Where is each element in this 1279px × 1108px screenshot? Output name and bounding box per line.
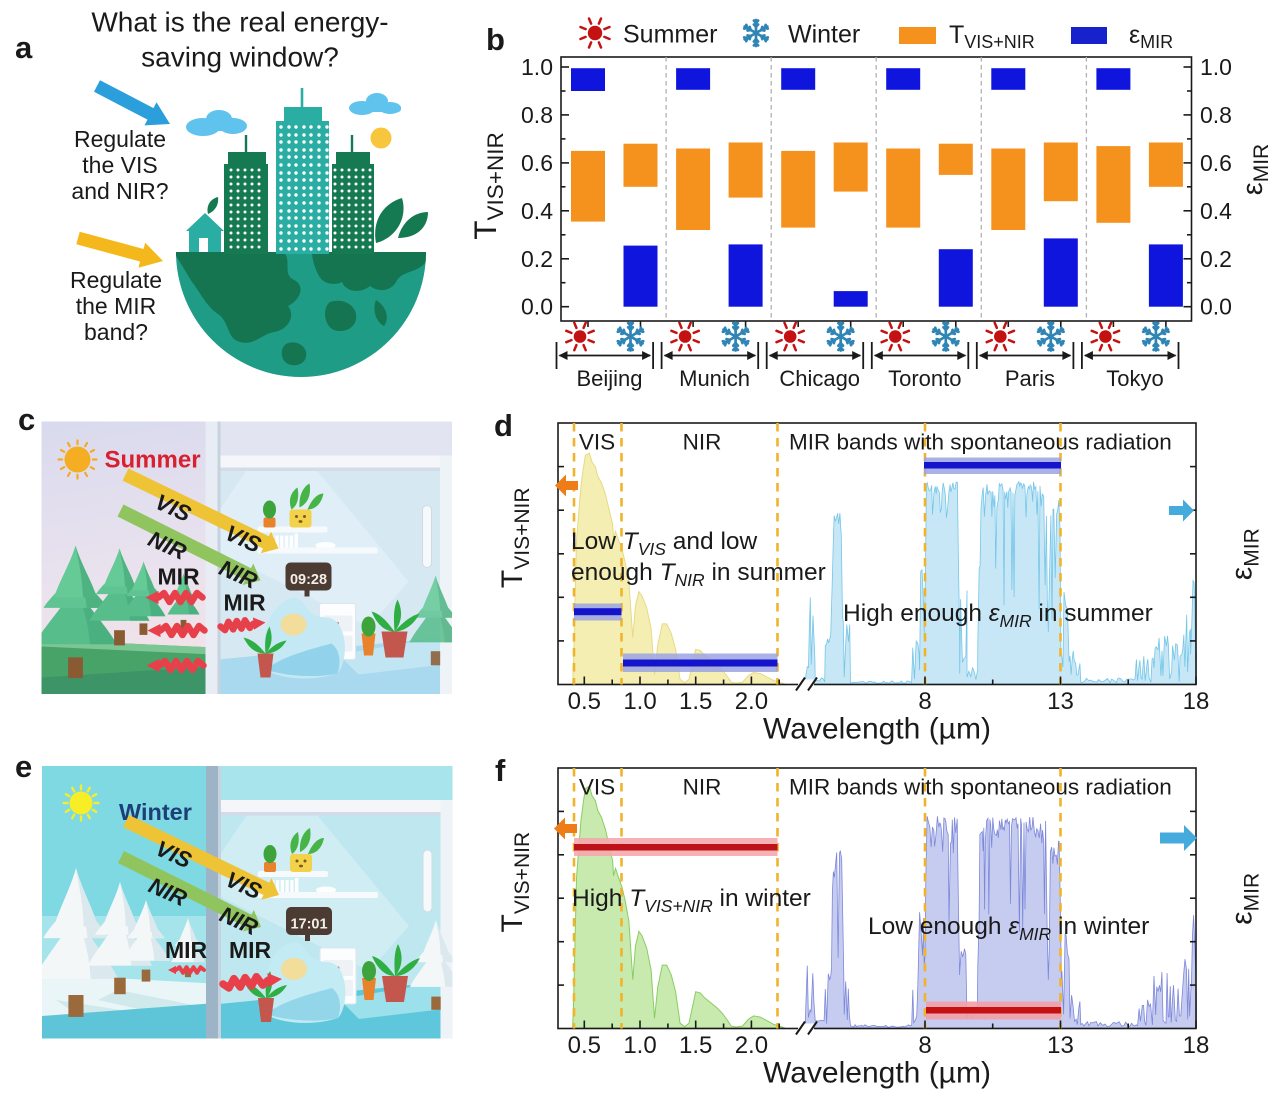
svg-text:MIR: MIR <box>158 564 201 590</box>
svg-text:8: 8 <box>918 688 931 715</box>
svg-text:the MIR: the MIR <box>76 293 157 319</box>
svg-text:MIR bands with spontaneous rad: MIR bands with spontaneous radiation <box>789 775 1172 800</box>
svg-text:0.0: 0.0 <box>1200 294 1232 320</box>
svg-text:8: 8 <box>918 1032 931 1059</box>
svg-text:εMIR: εMIR <box>1226 873 1264 925</box>
svg-text:c: c <box>18 402 35 437</box>
svg-text:Low TVIS and low: Low TVIS and low <box>571 528 758 559</box>
svg-text:TVIS+NIR: TVIS+NIR <box>496 832 534 933</box>
svg-text:09:28: 09:28 <box>290 572 327 588</box>
svg-text:Regulate: Regulate <box>74 126 166 152</box>
svg-text:0.5: 0.5 <box>568 688 601 715</box>
svg-text:Beijing: Beijing <box>576 366 642 391</box>
svg-text:Summer: Summer <box>623 21 717 49</box>
svg-text:MIR: MIR <box>165 937 208 963</box>
svg-text:e: e <box>15 749 32 784</box>
svg-text:band?: band? <box>84 319 148 345</box>
svg-text:0.8: 0.8 <box>521 102 553 128</box>
svg-text:Tokyo: Tokyo <box>1106 366 1163 391</box>
svg-text:εMIR: εMIR <box>1129 21 1173 52</box>
svg-text:NIR: NIR <box>683 430 722 455</box>
svg-text:0.6: 0.6 <box>1200 150 1232 176</box>
svg-text:0.8: 0.8 <box>1200 102 1232 128</box>
svg-text:saving window?: saving window? <box>141 42 339 73</box>
svg-text:εMIR: εMIR <box>1237 144 1273 195</box>
svg-text:13: 13 <box>1047 1032 1074 1059</box>
svg-text:1.5: 1.5 <box>679 1032 712 1059</box>
svg-text:Toronto: Toronto <box>888 366 961 391</box>
svg-text:0.6: 0.6 <box>521 150 553 176</box>
svg-text:2.0: 2.0 <box>735 1032 768 1059</box>
svg-text:1.0: 1.0 <box>521 54 553 80</box>
svg-text:17:01: 17:01 <box>290 917 327 933</box>
svg-text:0.4: 0.4 <box>521 198 553 224</box>
svg-text:a: a <box>15 30 33 65</box>
svg-text:f: f <box>495 753 506 788</box>
svg-text:the VIS: the VIS <box>82 152 157 178</box>
svg-text:MIR: MIR <box>224 590 267 616</box>
svg-text:and NIR?: and NIR? <box>71 178 168 204</box>
svg-text:Winter: Winter <box>788 21 860 49</box>
svg-text:Wavelength (µm): Wavelength (µm) <box>763 1057 991 1090</box>
svg-text:NIR: NIR <box>683 775 722 800</box>
svg-text:enough TNIR in summer: enough TNIR in summer <box>571 559 826 590</box>
svg-text:0.0: 0.0 <box>521 294 553 320</box>
svg-text:2.0: 2.0 <box>735 688 768 715</box>
svg-text:TVIS+NIR: TVIS+NIR <box>496 487 534 588</box>
svg-text:High TVIS+NIR in winter: High TVIS+NIR in winter <box>572 885 811 916</box>
svg-text:MIR: MIR <box>229 937 272 963</box>
svg-text:18: 18 <box>1183 1032 1210 1059</box>
svg-text:What is the real energy-: What is the real energy- <box>91 7 388 38</box>
svg-text:εMIR: εMIR <box>1226 528 1264 580</box>
svg-text:Paris: Paris <box>1005 366 1055 391</box>
svg-text:High enough εMIR in summer: High enough εMIR in summer <box>843 600 1153 631</box>
svg-text:Munich: Munich <box>679 366 750 391</box>
svg-text:18: 18 <box>1183 688 1210 715</box>
svg-text:1.0: 1.0 <box>623 688 656 715</box>
svg-text:Summer: Summer <box>105 447 201 474</box>
svg-text:1.5: 1.5 <box>679 688 712 715</box>
svg-text:VIS: VIS <box>579 430 615 455</box>
svg-text:TVIS+NIR: TVIS+NIR <box>467 132 508 239</box>
svg-text:VIS: VIS <box>579 775 615 800</box>
svg-text:Chicago: Chicago <box>779 366 860 391</box>
svg-text:Regulate: Regulate <box>70 267 162 293</box>
svg-text:TVIS+NIR: TVIS+NIR <box>949 21 1035 52</box>
svg-text:0.2: 0.2 <box>521 246 553 272</box>
svg-text:0.2: 0.2 <box>1200 246 1232 272</box>
svg-text:0.5: 0.5 <box>568 1032 601 1059</box>
svg-text:MIR bands with spontaneous rad: MIR bands with spontaneous radiation <box>789 430 1172 455</box>
svg-text:b: b <box>486 22 505 57</box>
svg-text:d: d <box>494 408 513 443</box>
svg-text:Low enough εMIR in winter: Low enough εMIR in winter <box>868 913 1149 944</box>
svg-text:1.0: 1.0 <box>623 1032 656 1059</box>
svg-text:Wavelength (µm): Wavelength (µm) <box>763 713 991 746</box>
svg-text:0.4: 0.4 <box>1200 198 1232 224</box>
svg-text:13: 13 <box>1047 688 1074 715</box>
svg-text:1.0: 1.0 <box>1200 54 1232 80</box>
